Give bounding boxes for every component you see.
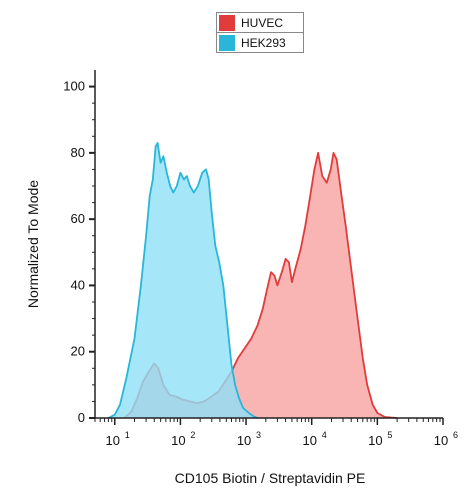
x-tick-label-4: 10 bbox=[302, 433, 316, 448]
series-line-hek293 bbox=[107, 142, 258, 419]
y-tick-label-40: 40 bbox=[71, 277, 85, 292]
x-tick-exponent-5: 5 bbox=[387, 430, 392, 440]
series-area-hek293 bbox=[108, 142, 258, 418]
y-tick-label-20: 20 bbox=[71, 344, 85, 359]
series-area-huvec bbox=[124, 152, 398, 418]
y-tick-label-0: 0 bbox=[78, 410, 85, 425]
x-tick-exponent-4: 4 bbox=[322, 430, 327, 440]
x-axis-label: CD105 Biotin / Streptavidin PE bbox=[174, 470, 366, 486]
legend-label-hek293: HEK293 bbox=[241, 35, 286, 50]
y-tick-label-80: 80 bbox=[71, 145, 85, 160]
axes-layer: 0 20 40 60 80 100 10 1 10 2 10 3 10 4 10 5 10 6 bbox=[63, 70, 458, 448]
x-tick-exponent-6: 6 bbox=[453, 430, 458, 440]
legend-swatch-hek293 bbox=[219, 34, 235, 51]
y-tick-label-100: 100 bbox=[63, 79, 85, 94]
x-tick-exponent-2: 2 bbox=[190, 430, 195, 440]
y-axis-label: Normalized To Mode bbox=[25, 179, 41, 309]
legend: HUVEC HEK293 bbox=[216, 12, 304, 53]
legend-item-hek293: HEK293 bbox=[217, 33, 303, 52]
x-tick-label-5: 10 bbox=[368, 433, 382, 448]
legend-label-huvec: HUVEC bbox=[241, 15, 284, 30]
x-tick-label-2: 10 bbox=[171, 433, 185, 448]
x-tick-label-3: 10 bbox=[237, 433, 251, 448]
x-tick-label-1: 10 bbox=[106, 433, 120, 448]
x-tick-exponent-1: 1 bbox=[125, 430, 130, 440]
legend-swatch-huvec bbox=[219, 14, 235, 31]
y-tick-label-60: 60 bbox=[71, 211, 85, 226]
series-layer bbox=[107, 142, 398, 419]
x-tick-label-6: 10 bbox=[434, 433, 448, 448]
legend-item-huvec: HUVEC bbox=[217, 13, 303, 33]
x-tick-exponent-3: 3 bbox=[256, 430, 261, 440]
